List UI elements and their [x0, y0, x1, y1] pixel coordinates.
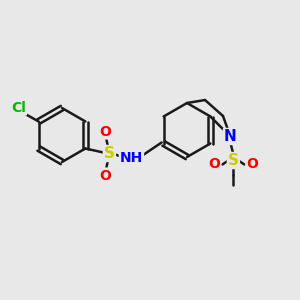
Text: O: O [99, 124, 111, 139]
Text: O: O [246, 158, 258, 172]
Text: S: S [104, 146, 115, 161]
Text: NH: NH [120, 152, 143, 166]
Text: N: N [224, 129, 237, 144]
Text: O: O [208, 158, 220, 172]
Text: S: S [228, 153, 239, 168]
Text: Cl: Cl [11, 100, 26, 115]
Text: O: O [99, 169, 111, 182]
